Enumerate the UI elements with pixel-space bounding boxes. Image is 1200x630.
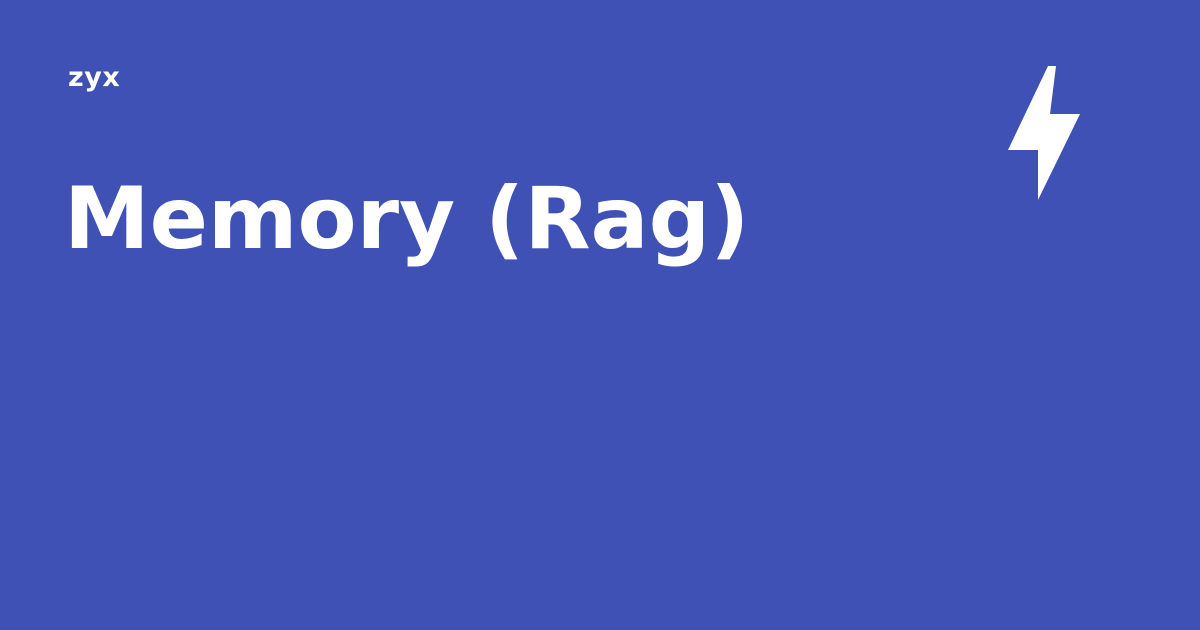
page-title: Memory (Rag) xyxy=(64,169,750,269)
lightning-bolt-icon xyxy=(1008,66,1080,200)
site-name: zyx xyxy=(68,62,121,93)
